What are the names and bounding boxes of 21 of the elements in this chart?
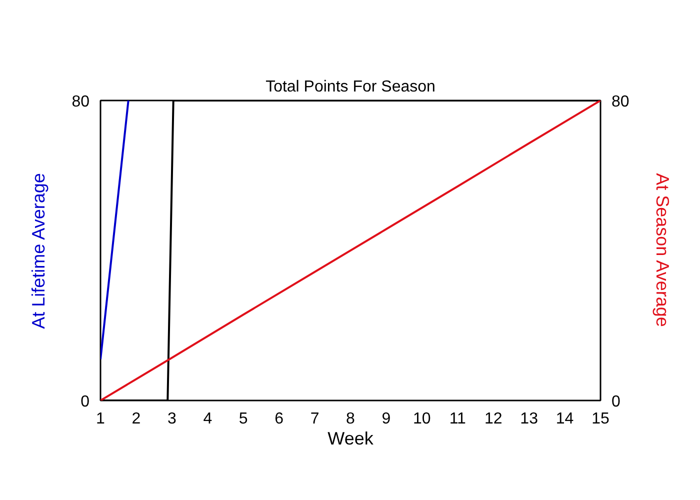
x-tick-label: 10 (413, 410, 431, 428)
x-axis-title: Week (328, 428, 374, 448)
x-tick-label: 11 (449, 410, 466, 428)
x-tick-label: 13 (520, 410, 538, 428)
chart-title: Total Points For Season (266, 78, 436, 96)
x-tick-label: 3 (167, 410, 176, 428)
y2-tick-label: 0 (612, 394, 620, 410)
x-tick-label: 14 (556, 410, 574, 428)
x-tick-label: 5 (238, 410, 248, 428)
x-tick-label: 2 (132, 410, 141, 428)
x-tick-label: 8 (346, 410, 356, 428)
x-tick-label: 12 (484, 410, 502, 428)
y2-axis-title: At Season Average (652, 173, 672, 327)
x-tick-label: 1 (96, 410, 106, 428)
x-tick-label: 15 (592, 410, 610, 428)
x-tick-label: 9 (382, 410, 391, 428)
y-axis-title: At Lifetime Average (28, 173, 49, 329)
y2-tick-label: 80 (612, 94, 630, 110)
x-tick-label: 4 (203, 410, 212, 428)
x-tick-label: 7 (310, 410, 320, 428)
x-tick-label: 6 (274, 410, 284, 428)
